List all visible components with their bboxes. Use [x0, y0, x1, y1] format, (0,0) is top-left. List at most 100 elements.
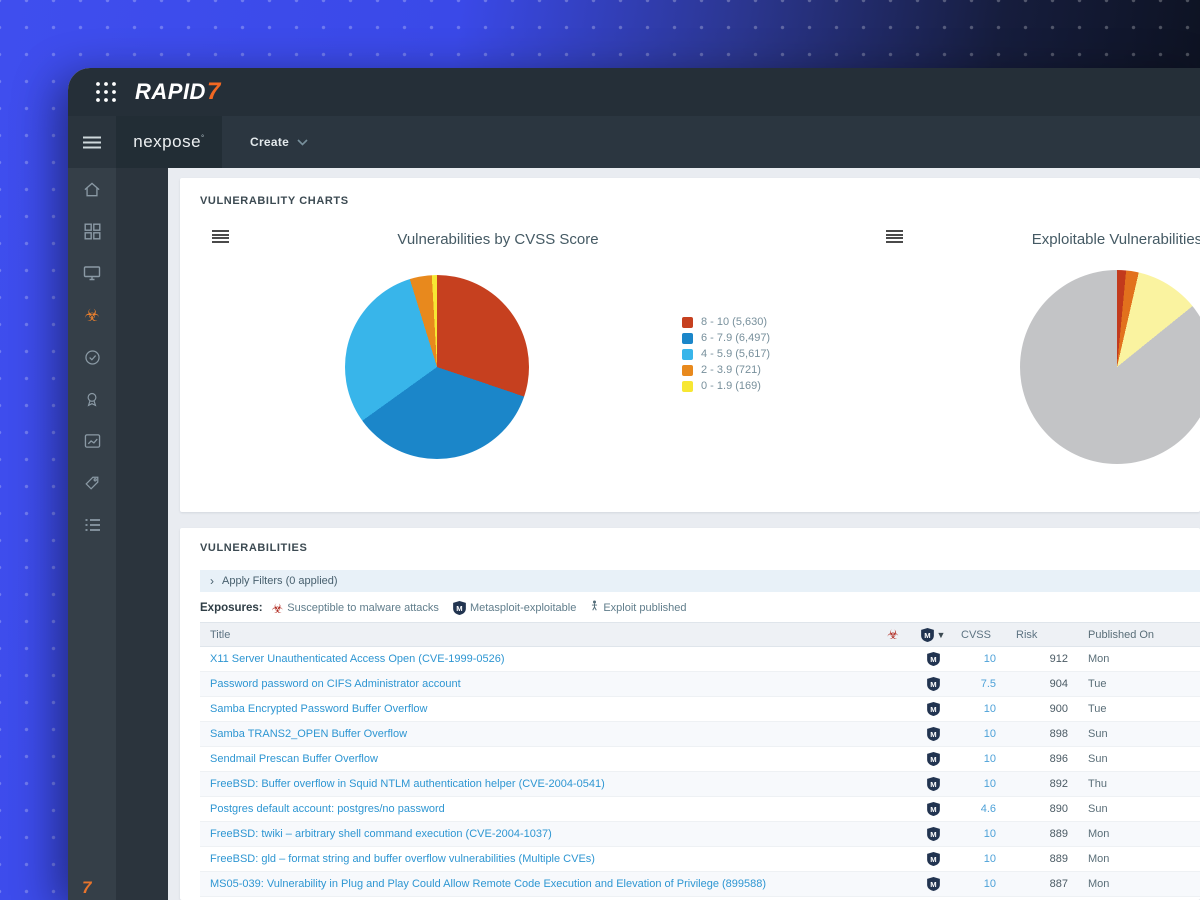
pie-chart-exploitable[interactable] [1020, 270, 1200, 464]
column-header-malware[interactable]: ☣ [873, 628, 913, 642]
metasploit-icon: M [926, 777, 940, 791]
table-row: FreeBSD: gld – format string and buffer … [200, 847, 1200, 872]
sidebar-item-reports[interactable] [68, 378, 116, 420]
legend-item: 4 - 5.9 (5,617) [682, 346, 770, 362]
metasploit-icon: M [920, 627, 934, 642]
vulnerability-title-link[interactable]: X11 Server Unauthenticated Access Open (… [210, 653, 505, 665]
metasploit-icon: M [926, 852, 940, 866]
cvss-value: 10 [983, 853, 996, 865]
exposures-label: Exposures: [200, 602, 263, 614]
top-header: RAPID7 [68, 68, 1200, 116]
vulnerability-title-link[interactable]: MS05-039: Vulnerability in Plug and Play… [210, 878, 767, 890]
column-header-published[interactable]: Published On [1088, 628, 1155, 641]
app-window: RAPID7 nexpose° Create ☣ [68, 68, 1200, 900]
vulnerability-title-link[interactable]: FreeBSD: twiki – arbitrary shell command… [210, 828, 552, 840]
sidebar-item-dashboards[interactable] [68, 210, 116, 252]
vulnerability-title-link[interactable]: FreeBSD: Buffer overflow in Squid NTLM a… [210, 778, 605, 790]
cvss-value: 4.6 [980, 803, 996, 815]
vulnerability-title-link[interactable]: FreeBSD: gld – format string and buffer … [210, 853, 595, 865]
column-header-risk[interactable]: Risk [1016, 628, 1038, 641]
create-menu[interactable]: Create [250, 116, 308, 168]
risk-value: 896 [1049, 753, 1068, 765]
tags-icon [85, 476, 99, 490]
legend-swatch-icon [682, 380, 693, 392]
metasploit-cell: M [913, 727, 953, 741]
sidebar-item-vulnerabilities[interactable]: ☣ [68, 294, 116, 336]
vulnerability-title-link[interactable]: Postgres default account: postgres/no pa… [210, 803, 445, 815]
sidebar-item-home[interactable] [68, 168, 116, 210]
cvss-value: 10 [983, 828, 996, 840]
risk-value: 900 [1049, 703, 1068, 715]
table-header-row: Title ☣ M ▼ CVSS Risk Published On [200, 622, 1200, 647]
vulnerability-title-link[interactable]: Samba Encrypted Password Buffer Overflow [210, 703, 428, 715]
svg-text:M: M [924, 630, 930, 639]
risk-value: 889 [1049, 853, 1068, 865]
vulnerability-title-link[interactable]: Password password on CIFS Administrator … [210, 678, 461, 690]
chart-title-cvss: Vulnerabilities by CVSS Score [397, 231, 599, 248]
cvss-value: 10 [983, 878, 996, 890]
chart-menu-icon[interactable] [212, 230, 229, 243]
biohazard-icon: ☣ [887, 626, 899, 642]
nav-hamburger-icon[interactable] [68, 116, 116, 168]
published-value: Thu [1088, 778, 1107, 790]
published-value: Sun [1088, 728, 1108, 740]
chevron-down-icon [297, 138, 308, 146]
chart-menu-icon[interactable] [886, 230, 903, 243]
cvss-value: 10 [983, 703, 996, 715]
metasploit-cell: M [913, 702, 953, 716]
sidebar-item-policies[interactable] [68, 336, 116, 378]
legend-swatch-icon [682, 332, 693, 344]
metasploit-icon: M [926, 727, 940, 741]
sidebar-item-charts[interactable] [68, 420, 116, 462]
vulnerability-title-link[interactable]: Sendmail Prescan Buffer Overflow [210, 753, 378, 765]
policies-icon [84, 349, 100, 365]
published-value: Tue [1088, 703, 1107, 715]
legend-label: 6 - 7.9 (6,497) [701, 332, 771, 344]
pie-chart-cvss-score[interactable] [345, 275, 529, 459]
vulnerabilities-biohazard-icon: ☣ [84, 305, 100, 325]
exposure-item: ☣ Susceptible to malware attacks [272, 602, 439, 615]
legend-item: 8 - 10 (5,630) [682, 314, 770, 330]
svg-text:M: M [930, 830, 936, 839]
legend-label: 2 - 3.9 (721) [701, 364, 761, 376]
column-header-metasploit[interactable]: M ▼ [913, 627, 953, 642]
legend-label: 0 - 1.9 (169) [701, 380, 761, 392]
risk-value: 892 [1049, 778, 1068, 790]
metasploit-cell: M [913, 802, 953, 816]
svg-text:M: M [930, 880, 936, 889]
column-header-title[interactable]: Title [210, 628, 231, 641]
apply-filters-label: Apply Filters (0 applied) [222, 575, 338, 587]
cvss-value: 10 [983, 653, 996, 665]
legend-swatch-icon [682, 348, 693, 360]
rapid7-seven-mark: 7 [206, 78, 221, 105]
sidebar-item-tags[interactable] [68, 462, 116, 504]
cvss-value: 10 [983, 728, 996, 740]
legend-swatch-icon [682, 316, 693, 328]
legend-label: 8 - 10 (5,630) [701, 316, 768, 328]
published-value: Mon [1088, 853, 1110, 865]
app-switcher-grid-icon[interactable] [95, 81, 117, 103]
risk-value: 904 [1049, 678, 1068, 690]
charts-icon [84, 434, 100, 448]
risk-value: 912 [1049, 653, 1068, 665]
legend-item: 0 - 1.9 (169) [682, 378, 770, 394]
metasploit-cell: M [913, 877, 953, 891]
vulnerability-charts-panel: VULNERABILITY CHARTS Vulnerabilities by … [180, 178, 1200, 512]
biohazard-icon: ☣ [271, 600, 284, 616]
legend-swatch-icon [682, 364, 693, 376]
metasploit-icon: M [926, 652, 940, 666]
sidebar-item-assets[interactable] [68, 252, 116, 294]
published-value: Mon [1088, 653, 1110, 665]
exploit-published-icon [590, 599, 599, 617]
cvss-value: 10 [983, 778, 996, 790]
legend-label: 4 - 5.9 (5,617) [701, 348, 771, 360]
create-label: Create [250, 135, 290, 149]
column-header-cvss[interactable]: CVSS [961, 628, 991, 641]
sidebar-item-administration[interactable] [68, 504, 116, 546]
published-value: Tue [1088, 678, 1107, 690]
apply-filters-bar[interactable]: › Apply Filters (0 applied) [200, 570, 1200, 592]
vulnerability-title-link[interactable]: Samba TRANS2_OPEN Buffer Overflow [210, 728, 408, 740]
dashboards-icon [84, 223, 101, 240]
vulnerabilities-heading: VULNERABILITIES [200, 542, 308, 554]
exposure-item: M Metasploit-exploitable [453, 601, 576, 615]
